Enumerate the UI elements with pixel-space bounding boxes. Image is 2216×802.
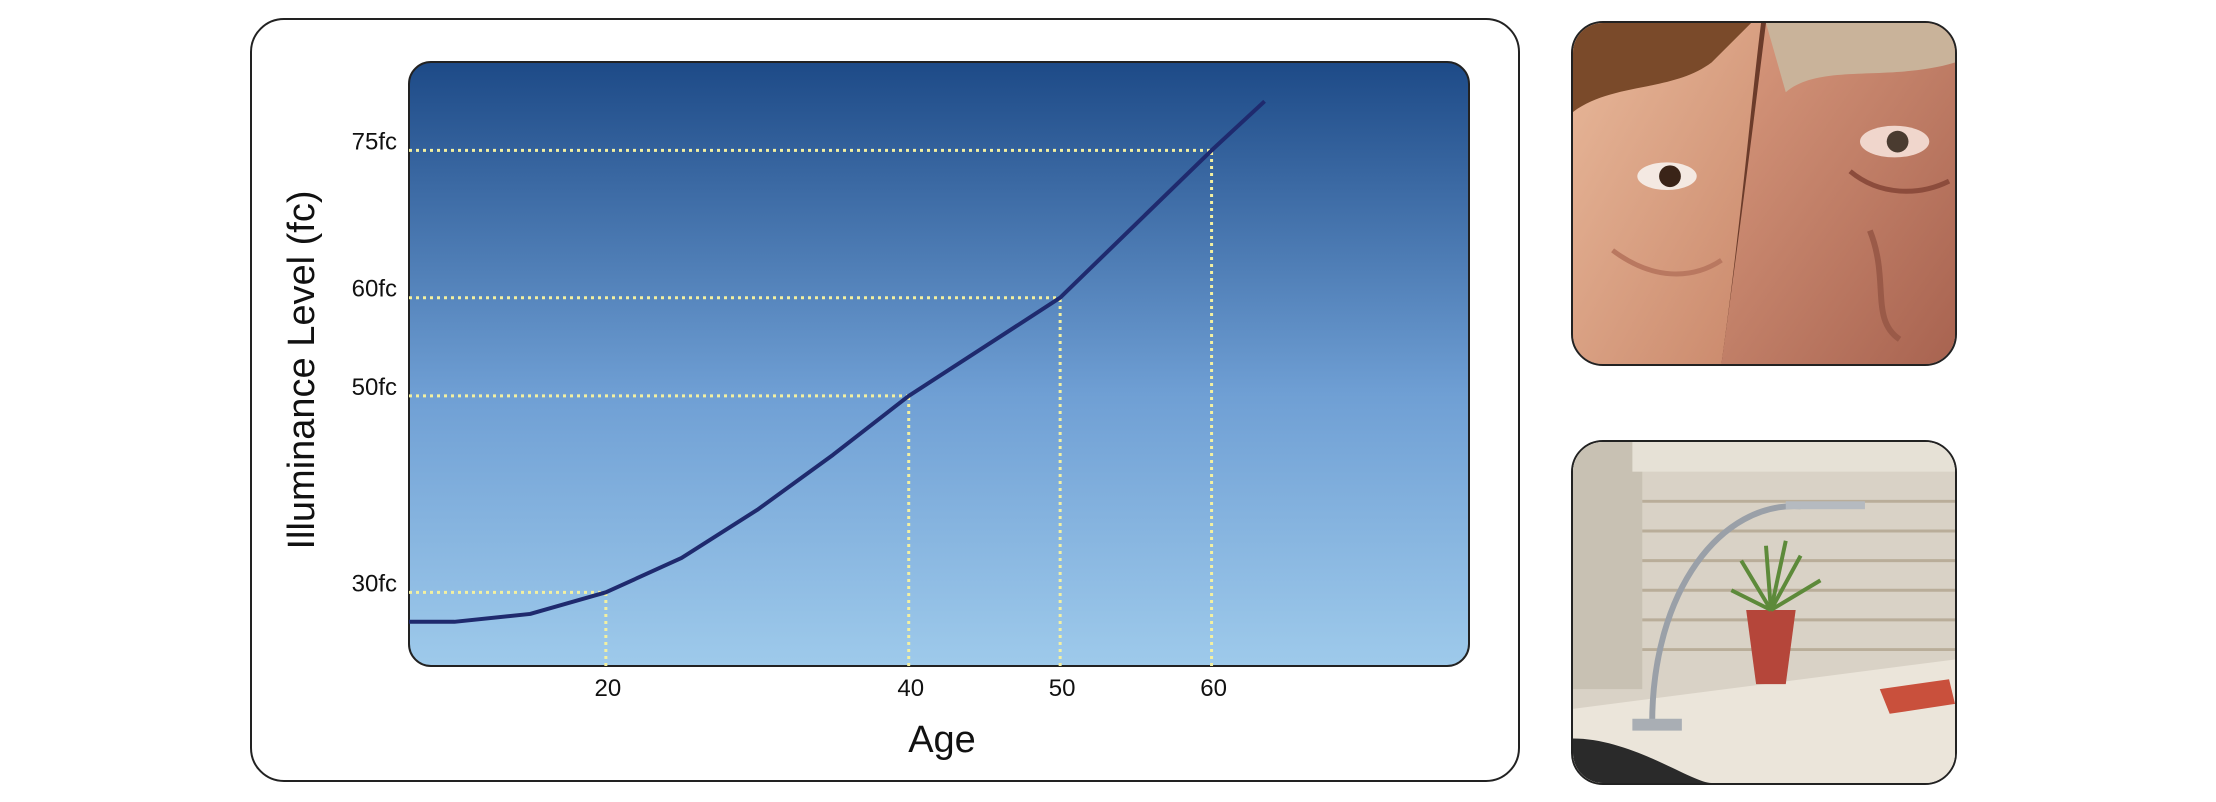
y-tick-label-30fc: 30fc [352,570,397,597]
y-axis-title: Illuminance Level (fc) [281,190,323,549]
x-axis-title: Age [908,719,976,761]
desk-lamp-image [1573,442,1955,783]
illuminance-chart: 30fc 50fc 60fc 75fc 20 40 50 60 Age Illuminanc… [281,61,1470,761]
y-tick-label-75fc: 75fc [352,128,397,155]
faces-photo [1571,21,1957,366]
x-tick-label-20: 20 [595,675,622,702]
illuminance-curve [409,99,1266,624]
y-tick-label-50fc: 50fc [352,374,397,401]
desk-lamp-photo [1571,440,1957,785]
x-tick-label-40: 40 [897,675,924,702]
plot-area [408,61,1470,667]
chart-card: 30fc 50fc 60fc 75fc 20 40 50 60 Age Illuminanc… [250,18,1520,782]
x-tick-label-60: 60 [1200,675,1227,702]
faces-image [1573,23,1955,364]
y-tick-label-60fc: 60fc [352,276,397,303]
x-tick-label-50: 50 [1049,675,1076,702]
